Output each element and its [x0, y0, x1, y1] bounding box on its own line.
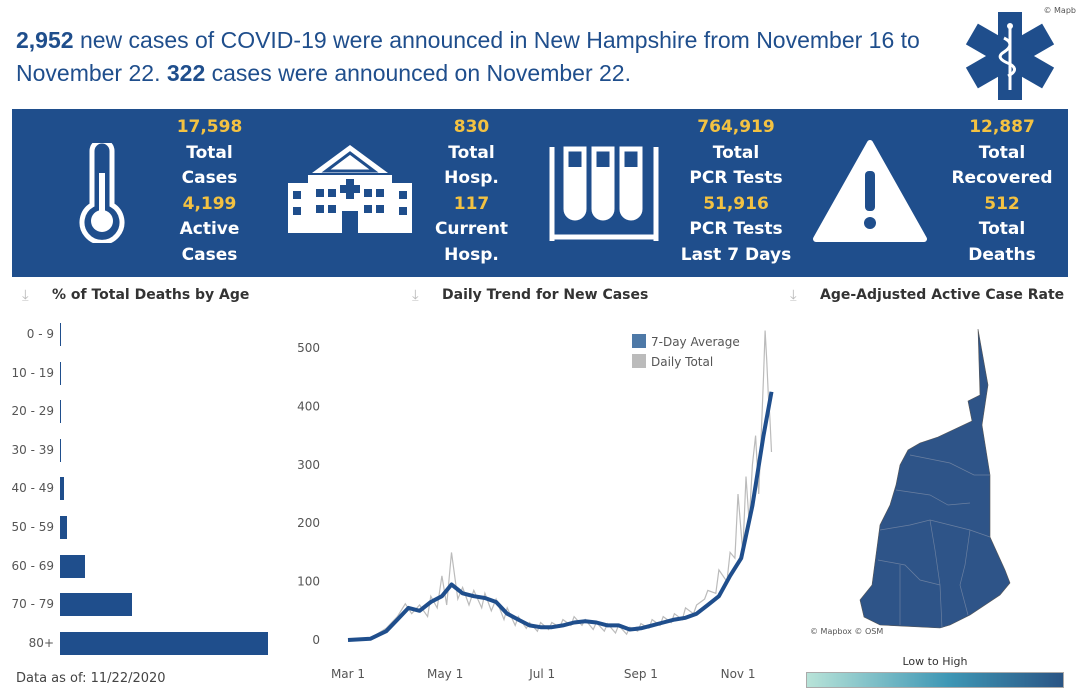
pcr-total-label-2: PCR Tests: [689, 168, 783, 188]
y-tick-label: 300: [297, 458, 320, 472]
age-label: 20 - 29: [11, 404, 55, 419]
pcr-7day-value: 51,916: [703, 193, 769, 214]
age-bar[interactable]: [60, 438, 61, 462]
stat-hosp: 830 Total Hosp. 117 Current Hosp.: [424, 115, 519, 268]
age-label: 10 - 19: [11, 365, 55, 380]
y-tick-label: 200: [297, 516, 320, 530]
y-tick-label: 500: [297, 341, 320, 355]
stats-banner: 17,598 Total Cases 4,199 Active Cases 83…: [12, 109, 1068, 277]
pcr-7day-label: PCR Tests: [689, 219, 783, 239]
age-bar[interactable]: [60, 323, 61, 346]
warning-icon: [813, 140, 927, 242]
active-cases-value: 4,199: [182, 193, 237, 214]
data-as-of: Data as of: 11/22/2020: [16, 671, 166, 686]
age-label: 50 - 59: [11, 520, 55, 534]
age-bar[interactable]: [60, 477, 65, 501]
hospital-icon: [288, 145, 412, 233]
x-tick-label: Sep 1: [624, 667, 658, 681]
headline: 2,952 new cases of COVID-19 were announc…: [16, 24, 956, 90]
daily-total-line: [347, 330, 773, 641]
weekly-cases: 2,952: [16, 27, 74, 53]
nh-county-map[interactable]: [850, 325, 1020, 635]
y-tick-label: 100: [297, 575, 320, 589]
active-cases-label-2: Cases: [181, 244, 238, 265]
x-tick-label: Mar 1: [331, 667, 365, 681]
x-tick-label: Nov 1: [721, 667, 756, 681]
current-hosp-value: 117: [453, 193, 490, 214]
legend-entry: 7-Day Average: [651, 335, 740, 349]
age-bar[interactable]: [60, 631, 268, 655]
stat-cases: 17,598 Total Cases 4,199 Active Cases: [162, 115, 257, 268]
recovered-label-2: Recovered: [951, 168, 1053, 188]
daily-trend-title: Daily Trend for New Cases: [442, 287, 649, 303]
download-icon[interactable]: ⤓: [790, 286, 797, 304]
legend-swatch: [632, 354, 646, 368]
pcr-total-value: 764,919: [697, 117, 775, 137]
total-hosp-label-2: Hosp.: [444, 168, 499, 188]
deaths-label-2: Deaths: [968, 244, 1036, 265]
legend-entry: Daily Total: [651, 355, 713, 369]
total-cases-label: Total: [186, 142, 233, 163]
age-bar[interactable]: [60, 400, 61, 424]
x-tick-label: May 1: [427, 667, 463, 681]
total-hosp-value: 830: [453, 117, 490, 137]
current-hosp-label-2: Hosp.: [444, 244, 499, 265]
headline-text: new cases of COVID-19 were announced in …: [16, 27, 920, 86]
legend-label: Low to High: [902, 655, 968, 668]
y-tick-label: 400: [297, 399, 320, 413]
download-icon[interactable]: ⤓: [22, 286, 29, 304]
stat-pcr: 764,919 Total PCR Tests 51,916 PCR Tests…: [676, 115, 796, 268]
x-tick-label: Jul 1: [528, 667, 555, 681]
pcr-7day-label-2: Last 7 Days: [680, 244, 792, 265]
test-tubes-icon: [549, 146, 659, 241]
download-icon[interactable]: ⤓: [412, 286, 419, 304]
deaths-label: Total: [978, 219, 1026, 239]
thermometer-icon: [79, 143, 125, 243]
pcr-total-label: Total: [712, 142, 760, 163]
age-label: 30 - 39: [11, 442, 55, 457]
age-bar[interactable]: [60, 554, 86, 578]
deaths-by-age-title: % of Total Deaths by Age: [52, 287, 250, 303]
age-label: 60 - 69: [11, 558, 55, 573]
map-title: Age-Adjusted Active Case Rate: [820, 287, 1065, 303]
y-tick-label: 0: [312, 633, 320, 647]
headline-text-2: cases were announced on November 22.: [205, 60, 631, 86]
age-bar[interactable]: [60, 593, 132, 617]
map-credit: © Mapbox © OSM: [810, 627, 884, 636]
nh-state-shape: [859, 328, 1011, 629]
age-bar[interactable]: [60, 361, 61, 385]
map-credit-top: © Mapb: [1043, 6, 1076, 15]
recovered-label: Total: [978, 142, 1026, 163]
deaths-value: 512: [984, 193, 1020, 214]
age-label: 70 - 79: [11, 597, 55, 612]
legend-swatch: [632, 334, 646, 348]
age-label: 0 - 9: [26, 327, 54, 341]
recovered-value: 12,887: [969, 117, 1035, 137]
color-legend-gradient: [806, 672, 1064, 688]
total-cases-label-2: Cases: [181, 168, 238, 188]
stat-recovered: 12,887 Total Recovered 512 Total Deaths: [942, 115, 1062, 268]
day-cases: 322: [166, 60, 206, 86]
active-cases-label: Active: [179, 219, 240, 239]
current-hosp-label: Current: [434, 219, 509, 239]
age-bar[interactable]: [60, 516, 67, 539]
total-cases-value: 17,598: [176, 117, 243, 137]
age-label: 80+: [28, 635, 54, 650]
total-hosp-label: Total: [448, 142, 495, 163]
daily-trend-chart: 0 100 200 300 400 500 Mar 1 May 1 Jul 1 Sep 1 Nov …: [297, 330, 774, 681]
age-label: 40 - 49: [11, 481, 55, 496]
star-of-life-icon: [965, 12, 1055, 100]
seven-day-average-line: [347, 391, 774, 642]
